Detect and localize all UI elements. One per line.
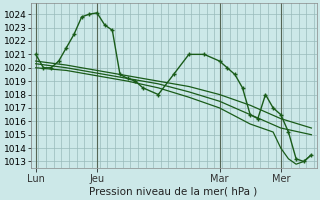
X-axis label: Pression niveau de la mer( hPa ): Pression niveau de la mer( hPa ): [90, 187, 258, 197]
